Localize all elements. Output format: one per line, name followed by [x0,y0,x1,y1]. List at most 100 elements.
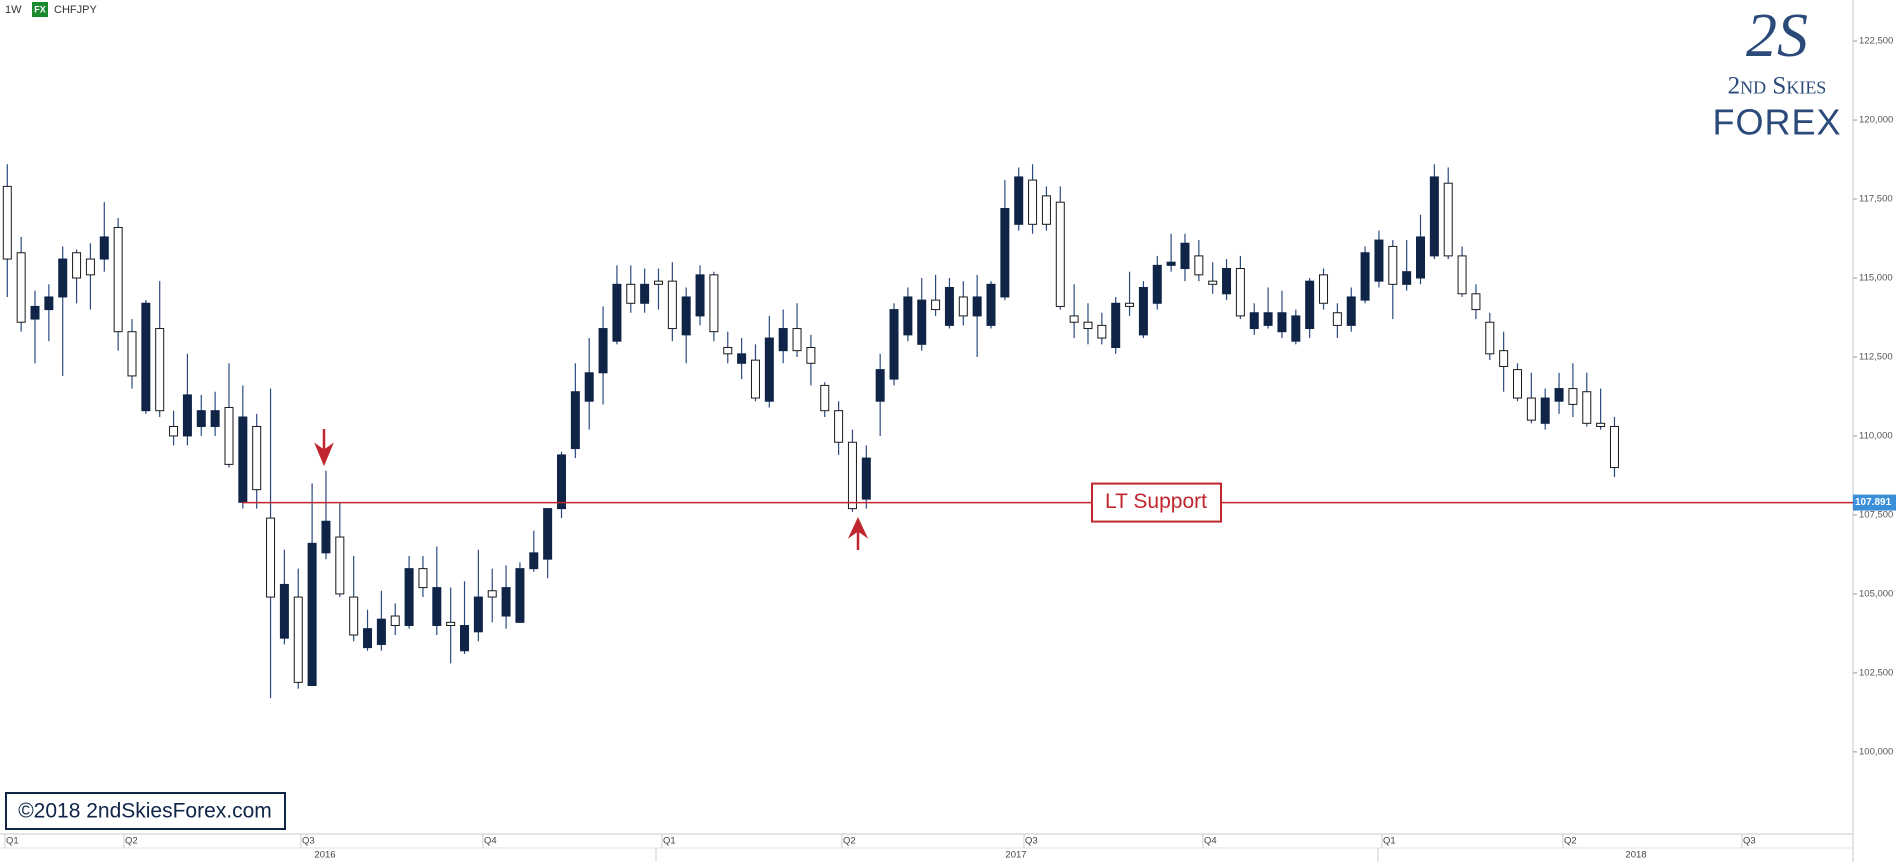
plot [2,164,1619,699]
copyright: ©2018 2ndSkiesForex.com [18,800,272,823]
candle-body [584,372,594,402]
quarter-label: Q4 [484,836,497,847]
candle-body [85,258,95,276]
candle-body [903,296,913,336]
candle-body [1582,391,1592,424]
support-annotation: LT Support [1105,490,1207,513]
candle-body [681,296,691,336]
candle-body [640,283,650,304]
candle-body [1471,293,1481,311]
year-label: 2016 [314,850,335,861]
candle-body [376,618,386,645]
candle-body [127,331,137,377]
candle-body [529,552,539,570]
candle-body [1041,195,1051,225]
candle-body [1014,176,1024,225]
candle-body [1180,242,1190,270]
market: FX [34,4,46,14]
candle-body [473,596,483,633]
candle-body [931,299,941,311]
candle-body [792,328,802,352]
candle-body [99,236,109,260]
candle-body [1166,261,1176,266]
candle-body [612,283,622,342]
candle-body [155,328,165,412]
candle-body [1263,312,1273,326]
support-annotation-box [1091,482,1222,523]
candle-body [460,625,470,652]
candle-body [418,568,428,589]
quarter-label: Q2 [125,836,138,847]
candle-body [1028,179,1038,225]
logo-monogram: 2S [1746,2,1808,70]
candle-body [58,258,68,298]
candle-body [806,347,816,364]
y-tick-label: 100,000 [1859,746,1893,757]
candle-body [335,536,345,595]
candle-body [390,615,400,626]
candle-body [1235,268,1245,317]
candle-body [1097,324,1107,339]
candle-body [169,425,179,437]
candle-body [44,296,54,311]
market-badge [32,2,48,17]
candle-body [238,416,248,503]
candle-body [487,590,497,598]
candle-body [224,407,234,465]
candle-body [1194,255,1204,276]
candle-body [1374,239,1384,282]
quarter-label: Q1 [6,836,19,847]
candle-body [1111,302,1121,349]
quarter-label: Q3 [1025,836,1038,847]
candle-body [1388,245,1398,285]
candle-body [1319,274,1329,304]
candle-body [695,274,705,317]
candle-body [266,517,276,598]
candle-body [349,596,359,636]
candle-body [1429,176,1439,257]
candle-body [72,252,82,279]
candle-body [778,328,788,352]
candle-body [834,410,844,443]
candle-body [847,441,857,510]
logo-brand: 2nd Skies [1728,73,1827,100]
candle-body [1152,264,1162,304]
quarter-label: Q3 [302,836,315,847]
candle-body [1249,312,1259,330]
candle-body [2,185,12,260]
candle-body [1291,315,1301,342]
interval: 1W [5,4,22,16]
y-tick-label: 122,500 [1859,36,1893,47]
candle-body [1346,296,1356,326]
candle-body [141,302,151,412]
y-tick-label: 120,000 [1859,115,1893,126]
down-arrow [314,429,334,467]
price-tag [1853,494,1896,511]
candle-body [1208,280,1218,285]
y-tick-label: 115,000 [1859,273,1893,284]
quarter-label: Q1 [663,836,676,847]
candle-body [889,309,899,380]
candle-body [1402,271,1412,285]
logo-brand-sub: FOREX [1712,102,1841,143]
symbol: CHFJPY [54,4,97,16]
copyright-box [5,792,286,830]
candle-body [557,454,566,510]
candle-body [293,596,303,683]
candle-body [432,587,442,626]
candle-body [182,394,192,437]
candle-body [16,252,26,323]
candle-body [1069,315,1079,323]
y-tick-label: 102,500 [1859,667,1893,678]
candle-body [307,542,317,687]
candle-body [30,305,40,320]
candle-body [1000,208,1010,298]
candle-body [1360,252,1370,301]
quarter-label: Q3 [1743,836,1756,847]
y-tick-label: 105,000 [1859,588,1893,599]
candle-body [653,280,663,285]
candle-body [1540,397,1550,424]
price-tag-label: 107.891 [1855,497,1892,508]
